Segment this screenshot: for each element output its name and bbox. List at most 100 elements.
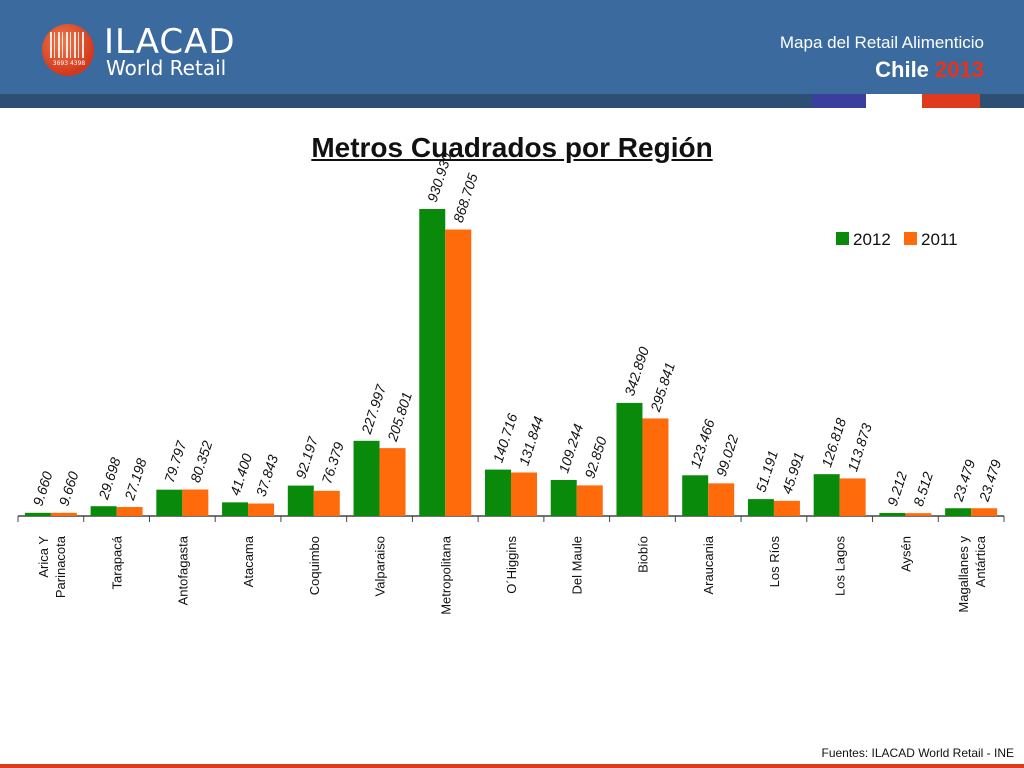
category-label-line: Biobío xyxy=(635,536,650,573)
bar-2011 xyxy=(971,508,998,516)
category-label-line: Metropolitana xyxy=(438,535,453,615)
bar-2011 xyxy=(511,472,537,516)
category-label-line: Los Lagos xyxy=(833,536,848,596)
bar-2011 xyxy=(445,229,472,516)
chart-title-wrap: Metros Cuadrados por Región xyxy=(0,132,1024,164)
data-label-2012: 140.716 xyxy=(490,411,521,464)
bar-2011 xyxy=(313,490,340,516)
bar-2011 xyxy=(773,500,800,516)
bar-2012 xyxy=(550,479,577,516)
logo-subtitle: World Retail xyxy=(106,56,227,80)
chart-title: Metros Cuadrados por Región xyxy=(311,132,713,163)
category-label-line: Coquimbo xyxy=(307,536,322,595)
category-label: Antofagasta xyxy=(175,535,190,605)
data-label-2011: 92.850 xyxy=(581,434,610,480)
bar-2012 xyxy=(222,502,249,516)
data-label-2012: 41.400 xyxy=(227,451,256,497)
data-label-2011: 131.844 xyxy=(516,414,547,467)
category-label: Biobío xyxy=(635,536,650,573)
data-label-2011: 37.843 xyxy=(253,453,282,499)
category-label: Aysén xyxy=(898,536,913,572)
flag-red-band xyxy=(922,94,980,108)
category-label-line: Atacama xyxy=(241,535,256,587)
category-label: Metropolitana xyxy=(438,535,453,615)
category-label-line: Tarapacá xyxy=(110,535,125,589)
bar-2012 xyxy=(485,469,511,516)
data-label-2012: 930.930 xyxy=(424,151,455,204)
data-label-2012: 23.479 xyxy=(949,457,978,504)
data-label-2011: 295.841 xyxy=(647,360,678,414)
flag-white-band xyxy=(866,94,922,108)
category-label-line: Magallanes y xyxy=(956,536,971,613)
bar-2012 xyxy=(24,512,51,516)
data-label-2011: 45.991 xyxy=(779,450,807,496)
data-label-2011: 80.352 xyxy=(187,439,216,485)
bar-2012 xyxy=(945,508,972,516)
report-title: Mapa del Retail Alimenticio xyxy=(779,33,984,52)
category-label: Del Maule xyxy=(570,536,585,595)
bar-2012 xyxy=(616,402,643,516)
bar-2011 xyxy=(116,507,143,516)
data-label-2011: 76.379 xyxy=(318,440,347,486)
bar-2011 xyxy=(708,483,735,516)
logo-numbers: 3693 4398 xyxy=(52,60,86,67)
footer-line xyxy=(0,764,1024,768)
data-label-2012: 92.197 xyxy=(292,434,321,481)
data-label-2011: 113.873 xyxy=(844,421,875,473)
report-country: Chile xyxy=(875,57,929,82)
legend-swatch-2012 xyxy=(836,232,849,245)
category-label: Coquimbo xyxy=(307,536,322,595)
ilacad-logo-icon: 3693 4398 xyxy=(42,24,94,76)
data-label-2012: 29.698 xyxy=(95,455,124,502)
category-label-line: Los Ríos xyxy=(767,536,782,588)
report-year: 2013 xyxy=(935,57,984,82)
data-label-2011: 205.801 xyxy=(384,390,415,444)
category-label-line: Antofagasta xyxy=(175,535,190,605)
bar-2011 xyxy=(839,478,866,516)
bar-2011 xyxy=(379,448,406,516)
category-label-line: Aysén xyxy=(898,536,913,572)
logo-title: ILACAD xyxy=(104,22,236,62)
header-banner xyxy=(0,0,1024,94)
bar-2012 xyxy=(419,209,446,516)
bar-2012 xyxy=(747,499,774,516)
bar-2012 xyxy=(156,489,183,516)
data-label-2011: 9.660 xyxy=(56,469,82,507)
category-label-line: Araucania xyxy=(701,535,716,594)
header-stripe xyxy=(0,94,1024,108)
legend-swatch-2011 xyxy=(904,232,917,245)
category-label: O´Higgins xyxy=(504,536,519,594)
data-label-2011: 27.198 xyxy=(121,456,150,503)
category-label-line: Parinacota xyxy=(53,535,68,598)
bar-2011 xyxy=(642,418,669,516)
category-label-line: Arica Y xyxy=(36,536,51,578)
category-label-line: Del Maule xyxy=(570,536,585,595)
category-label: Valparaiso xyxy=(373,536,388,596)
data-label-2012: 51.191 xyxy=(753,448,781,494)
barcode-icon xyxy=(50,32,86,58)
data-label-2011: 868.705 xyxy=(450,171,481,224)
data-label-2012: 227.997 xyxy=(358,382,390,437)
category-label: Los Lagos xyxy=(833,536,848,596)
data-label-2012: 79.797 xyxy=(161,438,190,485)
bar-2011 xyxy=(50,512,77,516)
data-label-2012: 9.660 xyxy=(30,469,56,507)
category-label: Tarapacá xyxy=(110,535,125,589)
data-label-2012: 9.212 xyxy=(884,469,910,507)
data-label-2012: 126.818 xyxy=(818,416,849,469)
bar-2011 xyxy=(905,513,932,516)
category-label-line: O´Higgins xyxy=(504,536,519,594)
bar-2011 xyxy=(248,503,275,516)
category-label: Magallanes y Antártica xyxy=(956,535,988,612)
category-label: Atacama xyxy=(241,535,256,587)
source-note: Fuentes: ILACAD World Retail - INE xyxy=(821,746,1014,760)
legend-label-2011: 2011 xyxy=(921,230,958,249)
bar-2012 xyxy=(353,440,380,516)
bar-2012 xyxy=(813,474,840,516)
legend-label-2012: 2012 xyxy=(853,230,891,249)
data-label-2012: 342.890 xyxy=(621,345,652,398)
category-label-line: Antártica xyxy=(973,535,988,587)
data-label-2011: 99.022 xyxy=(713,432,742,478)
flag-blue-band xyxy=(812,94,866,108)
